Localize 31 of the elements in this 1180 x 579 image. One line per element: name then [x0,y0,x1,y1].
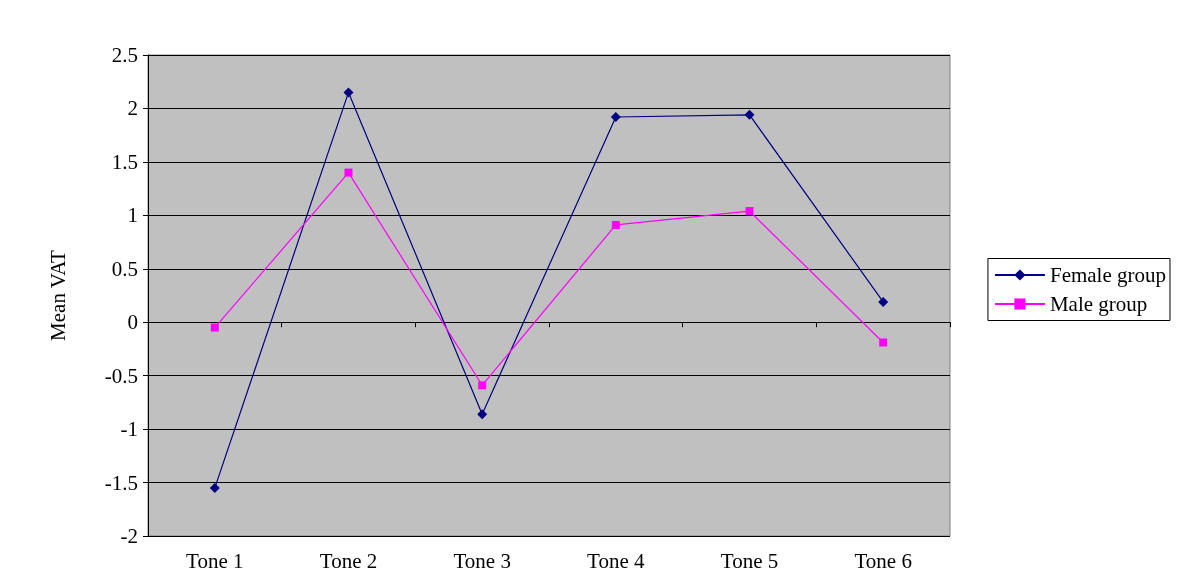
point [610,112,621,122]
x-tick-label: Tone 5 [720,548,779,573]
y-tick-label: -2 [120,524,138,548]
point [343,87,354,98]
x-tick-label: Tone 4 [587,548,646,573]
y-tick-label: 2 [127,96,138,121]
point [478,381,487,390]
x-tick-label: Tone 1 [186,548,244,573]
y-tick-label: -1 [120,417,138,442]
x-tick-label: Tone 3 [453,548,511,573]
point [209,482,220,493]
y-tick-label: 0.5 [111,256,138,281]
y-tick-label: 1 [127,203,138,228]
legend-label: Female group [1049,263,1167,287]
legend-label: Male group [1049,292,1148,316]
point [611,220,620,229]
y-tick-label: -1.5 [104,470,138,495]
point [878,296,889,307]
y-tick-label: 2.5 [111,43,138,67]
x-tick-label: Tone 6 [854,548,912,573]
point [477,409,488,420]
y-tick-label: 1.5 [111,149,138,174]
y-tick-label: -0.5 [104,363,138,388]
y-axis-title: Mean VAT [45,249,70,341]
point [745,207,754,216]
point [210,323,219,332]
y-tick-label: 0 [127,310,138,335]
point [344,168,353,177]
point [879,338,888,347]
x-tick-label: Tone 2 [319,548,378,573]
point [744,109,755,120]
